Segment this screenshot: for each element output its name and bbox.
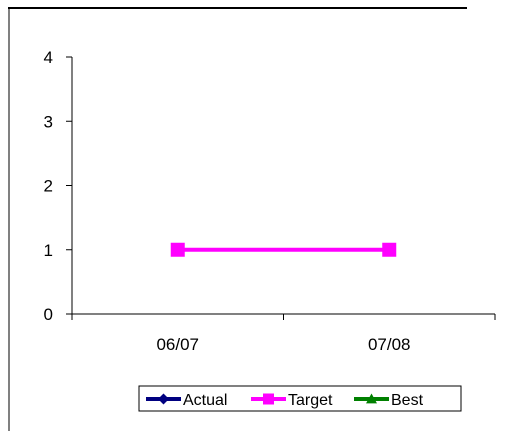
- y-tick-label: 1: [44, 241, 53, 260]
- x-tick-label: 06/07: [156, 335, 199, 354]
- series-layer: [170, 242, 397, 257]
- x-axis-ticks: 06/07 07/08: [71, 314, 496, 354]
- y-axis-ticks: 0 1 2 3 4: [44, 48, 72, 324]
- legend-marker-best: [366, 393, 377, 404]
- y-tick-label: 0: [44, 305, 53, 324]
- legend-marker-actual: [158, 393, 169, 405]
- legend-marker-target: [263, 393, 274, 405]
- y-tick-label: 4: [44, 48, 53, 67]
- data-point-target: [170, 242, 185, 257]
- y-tick-label: 3: [44, 112, 53, 131]
- data-point-target: [382, 242, 397, 257]
- legend-items: Actual Target Best: [146, 392, 424, 409]
- y-tick-label: 2: [44, 177, 53, 196]
- axes: [71, 57, 495, 315]
- x-tick-label: 07/08: [368, 335, 411, 354]
- legend-label: Target: [288, 392, 333, 409]
- legend-label: Best: [391, 392, 424, 409]
- legend-label: Actual: [183, 392, 227, 409]
- legend-box: [138, 385, 462, 412]
- legend: Actual Target Best: [138, 385, 462, 412]
